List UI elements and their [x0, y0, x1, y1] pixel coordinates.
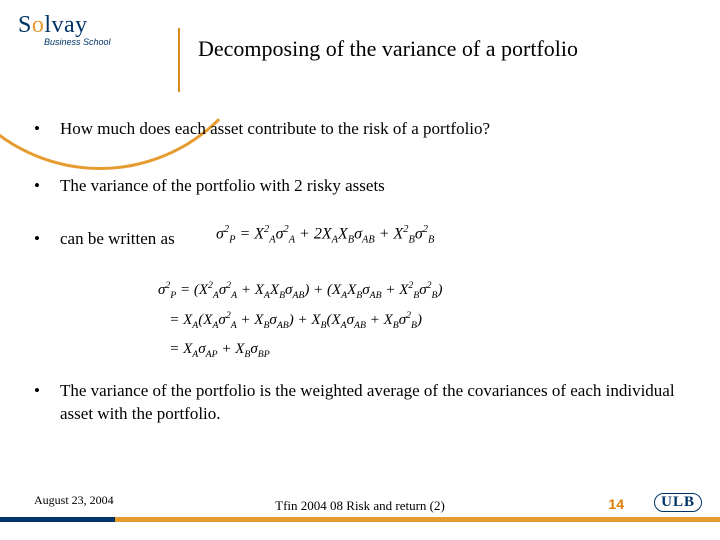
bullet-mark: • [34, 380, 60, 426]
footer-page-number: 14 [608, 496, 624, 512]
formula-2: σ2P = (X2Aσ2A + XAXBσAB) + (XAXBσAB + X2… [158, 276, 442, 365]
formula-2-line3: = XAσAP + XBσBP [158, 335, 442, 365]
formula-2-line2: = XA(XAσ2A + XBσAB) + XB(XAσAB + XBσ2B) [158, 306, 442, 336]
formula-1: σ2P = X2Aσ2A + 2XAXBσAB + X2Bσ2B [216, 224, 434, 246]
title-rule [178, 28, 180, 92]
slide: Solvay Business School Decomposing of th… [0, 0, 720, 540]
bullet-4: • The variance of the portfolio is the w… [34, 380, 684, 426]
bullet-2: • The variance of the portfolio with 2 r… [34, 175, 684, 198]
ulb-logo: ULB [654, 493, 702, 512]
bullet-1-text: How much does each asset contribute to t… [60, 118, 490, 141]
formula-2-line1: σ2P = (X2Aσ2A + XAXBσAB) + (XAXBσAB + X2… [158, 276, 442, 306]
bullet-3-text: can be written as [60, 228, 175, 251]
bullet-mark: • [34, 175, 60, 198]
logo-letter-o: o [32, 12, 45, 38]
logo: Solvay Business School [18, 12, 173, 47]
slide-title: Decomposing of the variance of a portfol… [198, 36, 578, 62]
bullet-mark: • [34, 118, 60, 141]
bullet-4-text: The variance of the portfolio is the wei… [60, 380, 684, 426]
title-region: Decomposing of the variance of a portfol… [178, 22, 698, 102]
logo-name: Solvay [18, 12, 173, 39]
footer-rule [0, 517, 720, 522]
bullet-mark: • [34, 228, 60, 251]
bullet-2-text: The variance of the portfolio with 2 ris… [60, 175, 385, 198]
bullet-1: • How much does each asset contribute to… [34, 118, 684, 141]
logo-rest: lvay [44, 12, 87, 38]
bullet-4-wrap: • The variance of the portfolio is the w… [34, 376, 684, 426]
footer: August 23, 2004 Tfin 2004 08 Risk and re… [0, 472, 720, 522]
logo-letter-s: S [18, 12, 32, 38]
